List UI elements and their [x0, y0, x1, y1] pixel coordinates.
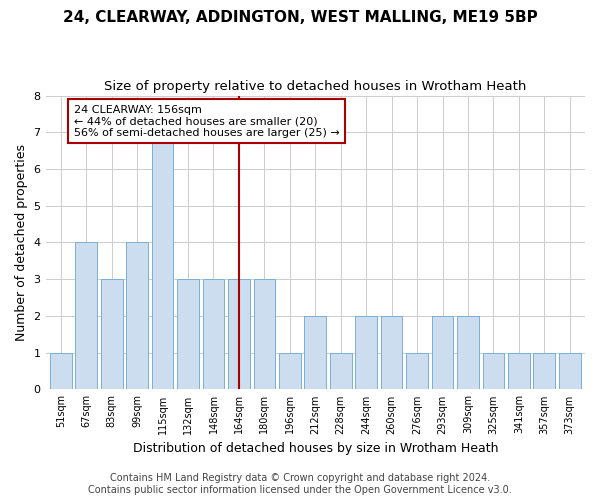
Bar — [355, 316, 377, 390]
Bar — [304, 316, 326, 390]
Bar — [279, 352, 301, 390]
Bar — [101, 279, 122, 390]
Bar — [127, 242, 148, 390]
Bar — [533, 352, 555, 390]
Title: Size of property relative to detached houses in Wrotham Heath: Size of property relative to detached ho… — [104, 80, 526, 93]
Bar — [76, 242, 97, 390]
Bar — [228, 279, 250, 390]
Bar — [508, 352, 530, 390]
Bar — [50, 352, 71, 390]
Text: 24 CLEARWAY: 156sqm
← 44% of detached houses are smaller (20)
56% of semi-detach: 24 CLEARWAY: 156sqm ← 44% of detached ho… — [74, 104, 339, 138]
Text: Contains HM Land Registry data © Crown copyright and database right 2024.
Contai: Contains HM Land Registry data © Crown c… — [88, 474, 512, 495]
Bar — [559, 352, 581, 390]
Y-axis label: Number of detached properties: Number of detached properties — [15, 144, 28, 341]
Bar — [482, 352, 504, 390]
Bar — [406, 352, 428, 390]
Bar — [203, 279, 224, 390]
Bar — [254, 279, 275, 390]
X-axis label: Distribution of detached houses by size in Wrotham Heath: Distribution of detached houses by size … — [133, 442, 498, 455]
Bar — [457, 316, 479, 390]
Bar — [330, 352, 352, 390]
Bar — [177, 279, 199, 390]
Bar — [381, 316, 403, 390]
Text: 24, CLEARWAY, ADDINGTON, WEST MALLING, ME19 5BP: 24, CLEARWAY, ADDINGTON, WEST MALLING, M… — [62, 10, 538, 25]
Bar — [152, 132, 173, 390]
Bar — [431, 316, 454, 390]
